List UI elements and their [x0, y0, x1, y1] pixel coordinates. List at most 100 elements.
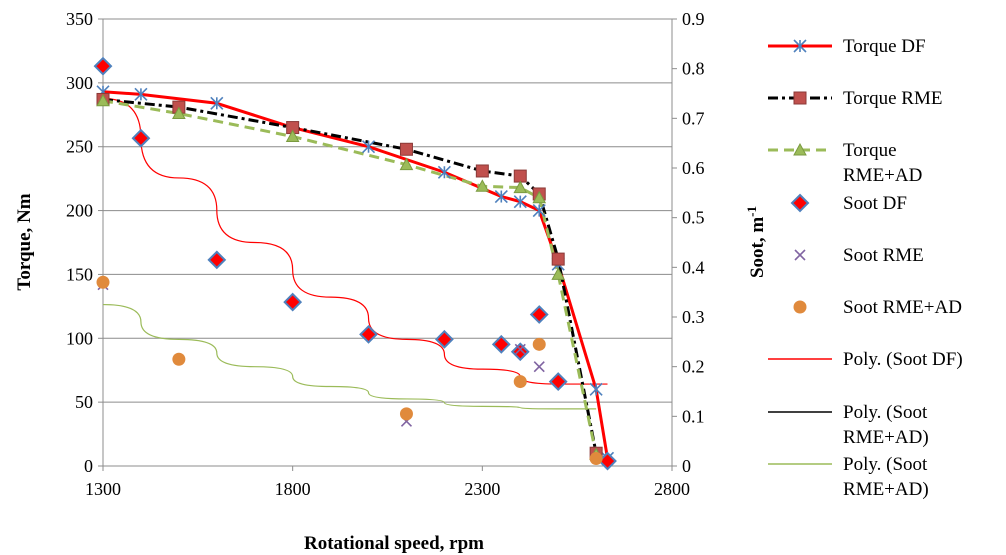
legend-label: Poly. (Soot RME+AD) [843, 454, 929, 500]
legend-label: Soot RME+AD [843, 297, 962, 318]
series-6-trendline [102, 97, 608, 385]
legend: Torque DF Torque RME Torque RME+AD Soot DF So… [768, 36, 963, 500]
marker-diamond [283, 292, 303, 312]
marker-diamond [434, 329, 454, 349]
y-right-tick-label: 0.8 [682, 59, 705, 79]
legend-label: Poly. (Soot DF) [843, 349, 963, 370]
legend-label-line: RME+AD [843, 165, 922, 186]
x-tick-label: 1300 [85, 479, 121, 499]
legend-label: Soot RME [843, 245, 924, 266]
marker-diamond [207, 250, 227, 270]
marker-triangle [475, 179, 490, 192]
y-right-tick-label: 0.2 [682, 357, 705, 377]
series-4-points [97, 279, 545, 427]
y-left-tick-label: 350 [66, 9, 93, 29]
y-right-tick-label: 0.4 [682, 257, 705, 277]
y-left-tick-label: 150 [66, 264, 93, 284]
y-left-axis-title: Torque, Nm [14, 193, 35, 290]
marker-stroke [514, 343, 526, 355]
legend-item: Soot DF [790, 193, 907, 214]
y-left-tick-label: 250 [66, 137, 93, 157]
y-right-tick-labels: 0 0.1 0.2 0.3 0.4 0.5 0.6 0.7 0.8 0.9 [682, 9, 705, 476]
y-right-tick-label: 0.6 [682, 158, 705, 178]
y-right-tick-label: 0.1 [682, 406, 705, 426]
series-2-line [102, 99, 598, 455]
series-0-line [102, 90, 609, 459]
marker-circle [793, 300, 807, 314]
legend-label-line: Poly. (Soot [843, 454, 928, 475]
y-left-tick-label: 300 [66, 73, 93, 93]
y-left-tick-labels: 0 50 100 150 200 250 300 350 [66, 9, 93, 476]
legend-item: Poly. (Soot RME+AD) [768, 454, 929, 500]
marker-triangle [532, 190, 547, 204]
series-8-trendline [102, 303, 597, 410]
marker-triangle [285, 129, 300, 142]
legend-label-line: Poly. (Soot [843, 402, 928, 423]
marker-diamond [131, 128, 151, 148]
legend-label: Soot DF [843, 193, 907, 214]
marker-triangle [551, 267, 566, 280]
marker-triangle [96, 93, 110, 107]
marker-circle [96, 275, 110, 289]
legend-item: Poly. (Soot DF) [768, 349, 963, 370]
y-left-tick-label: 100 [66, 328, 93, 348]
marker-square [475, 164, 489, 178]
y-right-axis-title-superscript: -1 [744, 206, 759, 217]
marker-diamond [93, 56, 113, 76]
legend-item: Torque RME [768, 88, 942, 109]
marker-asterisk [532, 204, 546, 218]
series-3-points [93, 56, 617, 471]
legend-label-line: RME+AD) [843, 427, 929, 448]
x-tick-label: 2800 [654, 479, 690, 499]
y-left-tick-label: 200 [66, 201, 93, 221]
marker-x [533, 361, 545, 373]
marker-circle [513, 375, 527, 389]
x-tick-label: 2300 [464, 479, 500, 499]
marker-x [514, 343, 526, 355]
y-right-axis-title-base: Soot, m [747, 217, 768, 278]
marker-diamond [510, 342, 530, 362]
series-1-markers [96, 92, 603, 460]
marker-asterisk [437, 165, 451, 179]
marker-asterisk [494, 189, 508, 204]
legend-label: Poly. (Soot RME+AD) [843, 402, 929, 448]
legend-label: Torque RME [843, 88, 942, 109]
marker-square [513, 169, 527, 183]
y-right-tick-label: 0.9 [682, 9, 705, 29]
marker-diamond [790, 193, 810, 213]
marker-circle [172, 352, 186, 366]
y-left-tick-label: 50 [75, 392, 93, 412]
marker-asterisk [361, 140, 376, 154]
marker-triangle [793, 142, 807, 156]
marker-asterisk [210, 96, 224, 110]
series-2-markers [96, 93, 603, 461]
marker-square [793, 91, 807, 105]
plot-area [93, 56, 617, 471]
y-right-tick-label: 0 [682, 456, 691, 476]
legend-label: Torque RME+AD [843, 140, 922, 186]
axes [98, 18, 677, 471]
legend-item: Poly. (Soot RME+AD) [768, 402, 929, 448]
marker-stroke [794, 249, 806, 261]
legend-label-line: RME+AD) [843, 479, 929, 500]
y-right-tick-label: 0.3 [682, 307, 705, 327]
x-axis-title: Rotational speed, rpm [304, 533, 484, 554]
marker-diamond [359, 324, 378, 344]
y-left-tick-label: 0 [84, 456, 93, 476]
x-tick-labels: 1300 1800 2300 2800 [85, 479, 690, 499]
legend-label: Torque DF [843, 36, 926, 57]
marker-triangle [399, 157, 414, 171]
y-right-axis-title: Soot, m-1 [744, 206, 768, 278]
marker-triangle [172, 106, 186, 120]
marker-square [399, 142, 413, 156]
marker-asterisk [589, 382, 603, 396]
marker-asterisk [793, 39, 807, 53]
series-5-points [96, 275, 603, 466]
y-right-tick-label: 0.7 [682, 108, 705, 128]
series-1-line [102, 97, 598, 454]
legend-label-line: Torque [843, 140, 897, 161]
marker-asterisk [513, 195, 527, 209]
legend-item: Soot RME [794, 245, 924, 266]
marker-diamond [529, 305, 549, 324]
